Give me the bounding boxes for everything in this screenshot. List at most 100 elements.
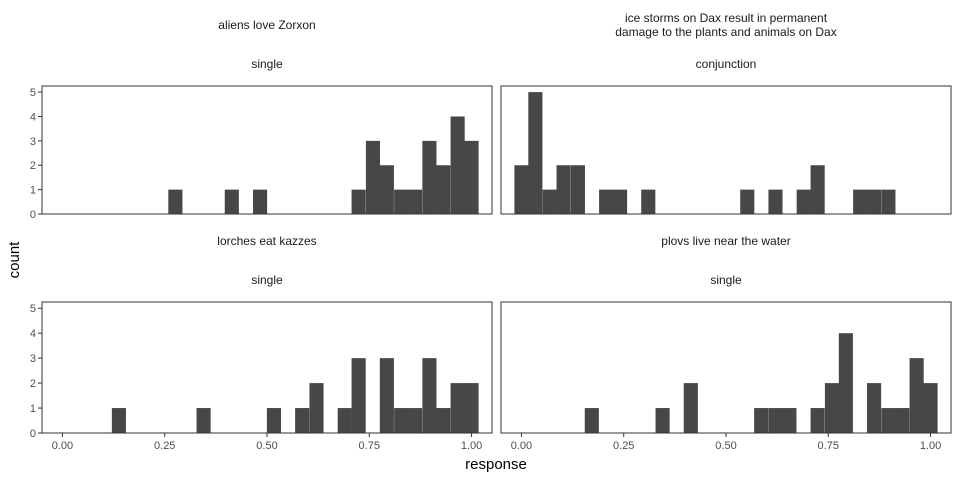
histogram-bar	[394, 408, 409, 433]
histogram-bar	[881, 408, 896, 433]
y-tick-label: 0	[30, 209, 36, 221]
histogram-bar	[838, 333, 853, 433]
facet-title-line: ice storms on Dax result in permanent	[625, 11, 828, 25]
histogram-bar	[436, 165, 451, 214]
histogram-bar	[394, 189, 409, 214]
facet-title-line: lorches eat kazzes	[217, 234, 316, 248]
histogram-bar	[196, 408, 211, 433]
histogram-bar	[436, 408, 451, 433]
facet-subtitle: single	[251, 57, 283, 71]
facet-subtitle: conjunction	[696, 57, 757, 71]
facet-title-line: plovs live near the water	[661, 234, 790, 248]
facet-panel: lorches eat kazzes single 0 1 2 3 4 5 0.00 0.25 0.…	[30, 234, 493, 452]
y-axis-title: count	[6, 241, 23, 279]
histogram-bar	[824, 383, 840, 433]
histogram-bar	[351, 358, 366, 433]
facet-title: aliens love Zorxon	[218, 18, 315, 32]
histogram-bar	[740, 189, 755, 214]
histogram-bar	[683, 383, 698, 433]
x-tick-label: 1.00	[461, 440, 482, 452]
histogram-bar	[570, 165, 585, 214]
y-tick-label: 3	[30, 353, 36, 365]
histogram-bar	[422, 140, 437, 214]
y-tick-label: 5	[30, 87, 36, 99]
histogram-bar	[464, 140, 479, 214]
histogram-bar	[450, 116, 465, 214]
y-tick-label: 0	[30, 428, 36, 440]
histogram-bar	[584, 408, 599, 433]
panel-border	[41, 85, 493, 215]
histogram-bar	[810, 165, 825, 214]
panel-border	[500, 85, 952, 215]
histogram-bar	[796, 189, 811, 214]
x-tick-label: 0.50	[715, 440, 736, 452]
x-tick-label: 0.00	[511, 440, 532, 452]
y-tick-label: 2	[30, 378, 36, 390]
histogram-bar	[379, 358, 394, 433]
facet-panel: ice storms on Dax result in permanent dam…	[500, 11, 952, 215]
y-tick-label: 1	[30, 185, 36, 197]
histogram-bar	[768, 189, 783, 214]
facet-title-line: aliens love Zorxon	[218, 18, 315, 32]
histogram-bar	[867, 189, 882, 214]
histogram-bar	[464, 383, 479, 433]
histogram-bar	[612, 189, 628, 214]
histogram-bar	[514, 165, 529, 214]
y-tick-label: 2	[30, 160, 36, 172]
histogram-bar	[528, 92, 543, 214]
histogram-bar	[252, 189, 268, 214]
x-tick-label: 0.75	[818, 440, 839, 452]
histogram-bar	[422, 358, 437, 433]
histogram-bar	[867, 383, 882, 433]
histogram-bar	[408, 189, 423, 214]
histogram-bar	[224, 189, 239, 214]
histogram-bar	[923, 383, 938, 433]
x-tick-label: 1.00	[920, 440, 941, 452]
histogram-bar	[450, 383, 465, 433]
histogram-bar	[365, 140, 381, 214]
facet-subtitle: single	[251, 273, 283, 287]
histogram-bar	[881, 189, 896, 214]
histogram-bar	[641, 189, 656, 214]
facet-subtitle: single	[710, 273, 742, 287]
histogram-bar	[351, 189, 366, 214]
histogram-bar	[542, 189, 557, 214]
histogram-bar	[895, 408, 910, 433]
panels-layer: aliens love Zorxon single 0 1 2 3 4 5 ice storms…	[30, 11, 952, 452]
histogram-bar	[655, 408, 670, 433]
x-tick-label: 0.50	[256, 440, 277, 452]
x-tick-label: 0.00	[52, 440, 73, 452]
histogram-bar	[782, 408, 797, 433]
histogram-bar	[337, 408, 352, 433]
facet-title: ice storms on Dax result in permanent dam…	[615, 11, 836, 39]
histogram-bar	[853, 189, 868, 214]
y-tick-label: 3	[30, 136, 36, 148]
histogram-bar	[111, 408, 126, 433]
histogram-bar	[599, 189, 614, 214]
histogram-bar	[556, 165, 571, 214]
histogram-bar	[909, 358, 924, 433]
x-tick-label: 0.75	[359, 440, 380, 452]
histogram-bar	[408, 408, 423, 433]
x-tick-label: 0.25	[154, 440, 175, 452]
facet-title-line: damage to the plants and animals on Dax	[615, 25, 836, 39]
histogram-bar	[810, 408, 825, 433]
facet-title: plovs live near the water	[661, 234, 790, 248]
histogram-bar	[309, 383, 324, 433]
facet-panel: aliens love Zorxon single 0 1 2 3 4 5	[30, 18, 493, 221]
histogram-bar	[754, 408, 769, 433]
histogram-bar	[168, 189, 183, 214]
facet-panel: plovs live near the water single 0.00 0.25 0…	[500, 234, 952, 452]
facet-title: lorches eat kazzes	[217, 234, 316, 248]
histogram-bar	[768, 408, 783, 433]
histogram-bar	[379, 165, 394, 214]
x-axis-title: response	[465, 456, 527, 473]
y-tick-label: 4	[30, 328, 36, 340]
x-tick-label: 0.25	[613, 440, 634, 452]
histogram-bar	[266, 408, 282, 433]
histogram-bar	[295, 408, 310, 433]
y-tick-label: 1	[30, 403, 36, 415]
y-tick-label: 4	[30, 111, 36, 123]
y-tick-label: 5	[30, 303, 36, 315]
